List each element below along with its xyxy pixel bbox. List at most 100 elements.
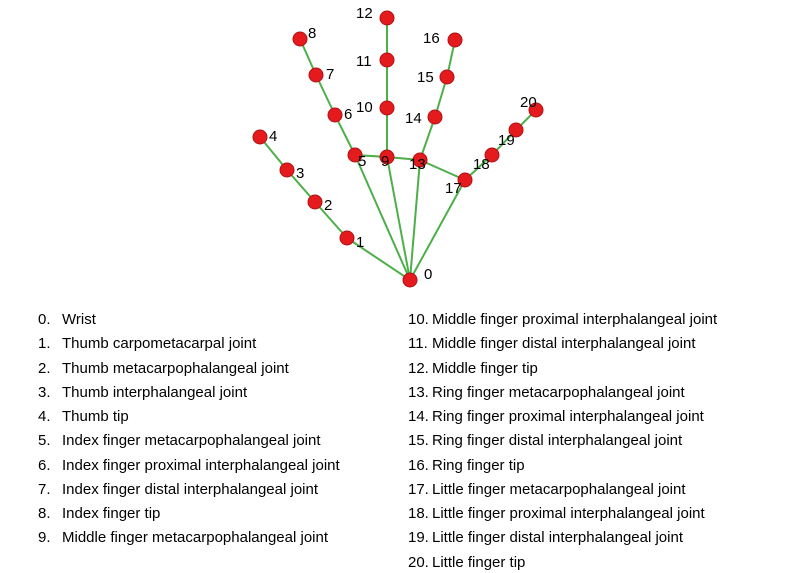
legend-text: Index finger proximal interphalangeal jo…: [62, 456, 408, 476]
legend-num: 8.: [38, 504, 62, 524]
legend-text: Thumb metacarpophalangeal joint: [62, 359, 408, 379]
legend-num: 16.: [408, 456, 432, 476]
legend-row-right-4: 14.Ring finger proximal interphalangeal …: [408, 407, 778, 427]
legend-num: 11.: [408, 334, 432, 354]
node-0: [403, 273, 417, 287]
node-label-2: 2: [324, 197, 332, 214]
legend-row-left-3: 3.Thumb interphalangeal joint: [38, 383, 408, 403]
node-label-14: 14: [405, 110, 422, 127]
legend-num: 20.: [408, 553, 432, 573]
legend-row-right-10: 20.Little finger tip: [408, 553, 778, 573]
legend-column-left: 0.Wrist1.Thumb carpometacarpal joint2.Th…: [38, 310, 408, 573]
legend-row-left-1: 1.Thumb carpometacarpal joint: [38, 334, 408, 354]
node-label-20: 20: [520, 94, 537, 111]
node-4: [253, 130, 267, 144]
legend-row-left-2: 2.Thumb metacarpophalangeal joint: [38, 359, 408, 379]
node-3: [280, 163, 294, 177]
node-7: [309, 68, 323, 82]
legend-text: Ring finger metacarpophalangeal joint: [432, 383, 778, 403]
legend-row-right-0: 10.Middle finger proximal interphalangea…: [408, 310, 778, 330]
legend-text: Ring finger proximal interphalangeal joi…: [432, 407, 778, 427]
legend-num: 4.: [38, 407, 62, 427]
legend-num: 10.: [408, 310, 432, 330]
node-15: [440, 70, 454, 84]
legend-text: Wrist: [62, 310, 408, 330]
hand-svg: [180, 0, 620, 300]
legend-num: 18.: [408, 504, 432, 524]
legend-column-right: 10.Middle finger proximal interphalangea…: [408, 310, 778, 573]
legend-text: Middle finger distal interphalangeal joi…: [432, 334, 778, 354]
legend-row-left-0: 0.Wrist: [38, 310, 408, 330]
legend-text: Index finger tip: [62, 504, 408, 524]
node-label-15: 15: [417, 69, 434, 86]
legend-text: Little finger tip: [432, 553, 778, 573]
legend-text: Little finger distal interphalangeal joi…: [432, 528, 778, 548]
legend-row-right-2: 12.Middle finger tip: [408, 359, 778, 379]
legend-text: Ring finger tip: [432, 456, 778, 476]
legend-row-left-4: 4.Thumb tip: [38, 407, 408, 427]
legend-row-left-6: 6.Index finger proximal interphalangeal …: [38, 456, 408, 476]
node-label-13: 13: [409, 156, 426, 173]
legend-num: 2.: [38, 359, 62, 379]
node-label-10: 10: [356, 99, 373, 116]
legend-row-right-6: 16.Ring finger tip: [408, 456, 778, 476]
legend-text: Middle finger proximal interphalangeal j…: [432, 310, 778, 330]
edge-0-13: [410, 160, 420, 280]
node-label-11: 11: [356, 53, 372, 70]
hand-skeleton-diagram: 01234567891011121314151617181920: [180, 0, 620, 300]
legend-row-right-1: 11.Middle finger distal interphalangeal …: [408, 334, 778, 354]
legend-row-right-5: 15.Ring finger distal interphalangeal jo…: [408, 431, 778, 451]
legend-text: Little finger metacarpophalangeal joint: [432, 480, 778, 500]
legend-num: 3.: [38, 383, 62, 403]
node-1: [340, 231, 354, 245]
legend-num: 12.: [408, 359, 432, 379]
legend-num: 7.: [38, 480, 62, 500]
node-label-1: 1: [356, 234, 364, 251]
node-label-8: 8: [308, 25, 316, 42]
node-14: [428, 110, 442, 124]
node-label-0: 0: [424, 266, 432, 283]
legend-num: 13.: [408, 383, 432, 403]
legend-num: 6.: [38, 456, 62, 476]
node-8: [293, 32, 307, 46]
legend-num: 5.: [38, 431, 62, 451]
node-label-18: 18: [473, 156, 490, 173]
node-label-5: 5: [358, 153, 366, 170]
node-6: [328, 108, 342, 122]
node-label-6: 6: [344, 106, 352, 123]
legend-num: 15.: [408, 431, 432, 451]
legend-row-left-5: 5.Index finger metacarpophalangeal joint: [38, 431, 408, 451]
node-label-7: 7: [326, 66, 334, 83]
legend-num: 1.: [38, 334, 62, 354]
legend-text: Little finger proximal interphalangeal j…: [432, 504, 778, 524]
legend-num: 19.: [408, 528, 432, 548]
legend-text: Index finger distal interphalangeal join…: [62, 480, 408, 500]
edge-0-9: [387, 157, 410, 280]
node-label-19: 19: [498, 132, 515, 149]
legend-row-right-7: 17.Little finger metacarpophalangeal joi…: [408, 480, 778, 500]
legend-row-left-8: 8.Index finger tip: [38, 504, 408, 524]
legend-num: 14.: [408, 407, 432, 427]
legend-num: 0.: [38, 310, 62, 330]
legend-text: Ring finger distal interphalangeal joint: [432, 431, 778, 451]
node-label-16: 16: [423, 30, 440, 47]
node-16: [448, 33, 462, 47]
node-2: [308, 195, 322, 209]
node-11: [380, 53, 394, 67]
legend-num: 17.: [408, 480, 432, 500]
legend-text: Middle finger metacarpophalangeal joint: [62, 528, 408, 548]
legend-text: Thumb carpometacarpal joint: [62, 334, 408, 354]
node-12: [380, 11, 394, 25]
legend: 0.Wrist1.Thumb carpometacarpal joint2.Th…: [38, 310, 778, 573]
node-label-17: 17: [445, 180, 462, 197]
node-label-12: 12: [356, 5, 373, 22]
legend-row-left-9: 9.Middle finger metacarpophalangeal join…: [38, 528, 408, 548]
legend-text: Thumb tip: [62, 407, 408, 427]
node-label-4: 4: [269, 128, 277, 145]
legend-row-left-7: 7.Index finger distal interphalangeal jo…: [38, 480, 408, 500]
legend-row-right-9: 19.Little finger distal interphalangeal …: [408, 528, 778, 548]
legend-text: Index finger metacarpophalangeal joint: [62, 431, 408, 451]
legend-num: 9.: [38, 528, 62, 548]
legend-text: Middle finger tip: [432, 359, 778, 379]
legend-text: Thumb interphalangeal joint: [62, 383, 408, 403]
